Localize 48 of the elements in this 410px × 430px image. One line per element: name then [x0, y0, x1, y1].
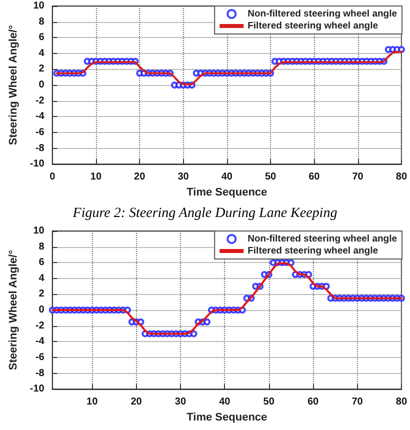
y-tick-label: 0: [38, 304, 45, 316]
x-tick-label: 60: [308, 172, 320, 183]
x-tick-label: 60: [308, 396, 320, 408]
legend-label: Filtered steering wheel angle: [248, 246, 378, 256]
y-tick-label: 4: [38, 48, 45, 59]
legend-label: Filtered steering wheel angle: [248, 20, 378, 32]
y-tick-label: 4: [38, 272, 45, 284]
y-tick-label: -8: [35, 142, 45, 154]
legend-label: Non-filtered steering wheel angle: [248, 8, 397, 20]
x-tick-label: 30: [174, 396, 186, 408]
y-tick-label: 10: [33, 0, 45, 12]
y-tick-label: -8: [35, 368, 45, 379]
y-tick-label: 8: [38, 241, 45, 252]
y-tick-label: 0: [38, 80, 45, 91]
legend-label: Non-filtered steering wheel angle: [248, 234, 397, 244]
y-tick-label: -10: [30, 158, 45, 170]
x-tick-label: 80: [396, 396, 408, 408]
x-tick-label: 10: [86, 396, 98, 408]
y-axis-title: Steering Wheel Angle/°: [8, 24, 20, 146]
x-tick-label: 20: [130, 396, 142, 408]
y-tick-label: -2: [35, 320, 45, 332]
x-axis-title: Time Sequence: [186, 186, 268, 198]
x-tick-label: 30: [178, 172, 190, 183]
y-tick-label: -10: [30, 384, 45, 395]
y-tick-label: -4: [35, 336, 45, 348]
y-tick-label: -4: [35, 111, 45, 122]
x-axis-title: Time Sequence: [186, 412, 268, 424]
x-tick-label: 80: [396, 172, 408, 183]
y-tick-label: 8: [38, 16, 45, 28]
y-tick-label: 10: [33, 226, 45, 236]
x-tick-label: 50: [264, 172, 277, 183]
y-tick-label: 2: [38, 288, 45, 300]
x-tick-label: 70: [352, 396, 364, 408]
y-tick-label: -6: [35, 352, 45, 363]
y-axis-title: Steering Wheel Angle/°: [8, 250, 20, 370]
x-tick-label: 40: [221, 172, 233, 183]
y-tick-label: -2: [35, 95, 45, 106]
x-tick-label: 50: [263, 396, 275, 408]
x-tick-label: 40: [219, 396, 231, 408]
y-tick-label: 6: [38, 32, 45, 44]
caption: Figure 2: Steering Angle During Lane Keeping: [72, 205, 338, 223]
y-tick-label: 2: [38, 64, 45, 75]
x-tick-label: 20: [134, 172, 146, 183]
y-tick-label: -6: [35, 126, 45, 138]
x-tick-label: 70: [352, 172, 364, 183]
x-tick-label: 10: [90, 172, 102, 183]
x-tick-label: 0: [50, 172, 56, 183]
y-tick-label: 6: [38, 257, 45, 268]
